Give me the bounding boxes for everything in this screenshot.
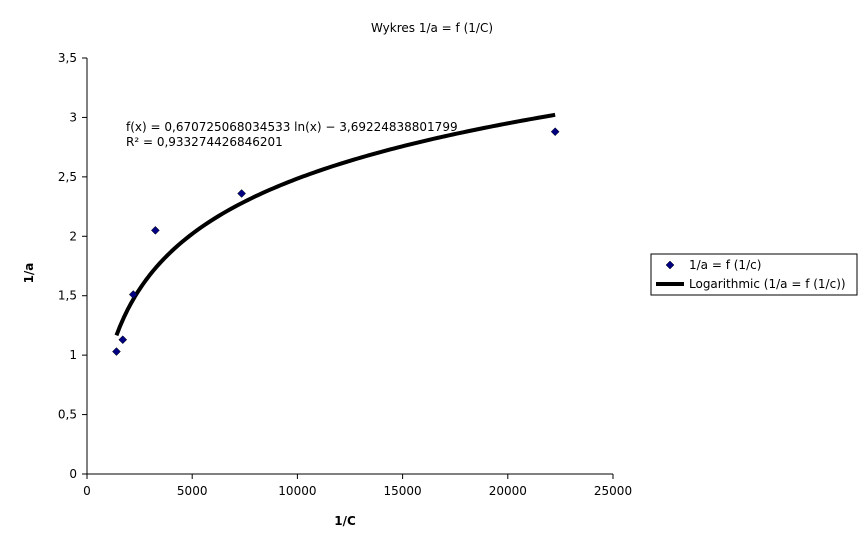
y-axis-title: 1/a — [22, 263, 36, 284]
chart-title: Wykres 1/a = f (1/C) — [371, 21, 493, 35]
data-point — [112, 347, 121, 356]
data-points — [112, 127, 560, 356]
x-tick-label: 5000 — [177, 484, 208, 498]
y-tick-label: 3 — [69, 110, 77, 124]
y-tick-label: 0 — [69, 467, 77, 481]
x-tick-label: 15000 — [384, 484, 422, 498]
x-tick-label: 25000 — [594, 484, 632, 498]
y-axis-ticks: 0 0,5 1 1,5 2 2,5 3 3,5 — [58, 51, 87, 481]
data-point — [118, 335, 128, 345]
data-point — [151, 225, 160, 235]
r-squared-annotation: R² = 0,933274426846201 — [126, 135, 283, 149]
trendline-group — [114, 112, 556, 337]
legend: 1/a = f (1/c) Logarithmic (1/a = f (1/c)… — [650, 253, 858, 296]
trendline-curve — [114, 112, 556, 337]
legend-marker-diamond-icon — [665, 260, 675, 270]
y-tick-label: 1 — [69, 348, 77, 362]
y-tick-label: 2 — [69, 229, 77, 243]
legend-label-series: 1/a = f (1/c) — [689, 258, 761, 272]
data-point — [550, 127, 560, 137]
data-point — [128, 290, 138, 299]
equation-annotation: f(x) = 0,670725068034533 ln(x) − 3,69224… — [126, 120, 458, 134]
x-tick-label: 10000 — [278, 484, 316, 498]
y-tick-label: 1,5 — [58, 289, 77, 303]
legend-box — [650, 253, 858, 296]
axes — [86, 58, 613, 475]
x-axis-ticks: 0 5000 10000 15000 20000 25000 — [83, 474, 632, 498]
y-tick-label: 0,5 — [58, 408, 77, 422]
legend-label-trendline: Logarithmic (1/a = f (1/c)) — [689, 277, 846, 291]
x-tick-label: 0 — [83, 484, 91, 498]
x-axis-title: 1/C — [334, 514, 356, 528]
y-tick-label: 2,5 — [58, 170, 77, 184]
y-tick-label: 3,5 — [58, 51, 77, 65]
data-point — [237, 189, 246, 198]
x-tick-label: 20000 — [489, 484, 527, 498]
